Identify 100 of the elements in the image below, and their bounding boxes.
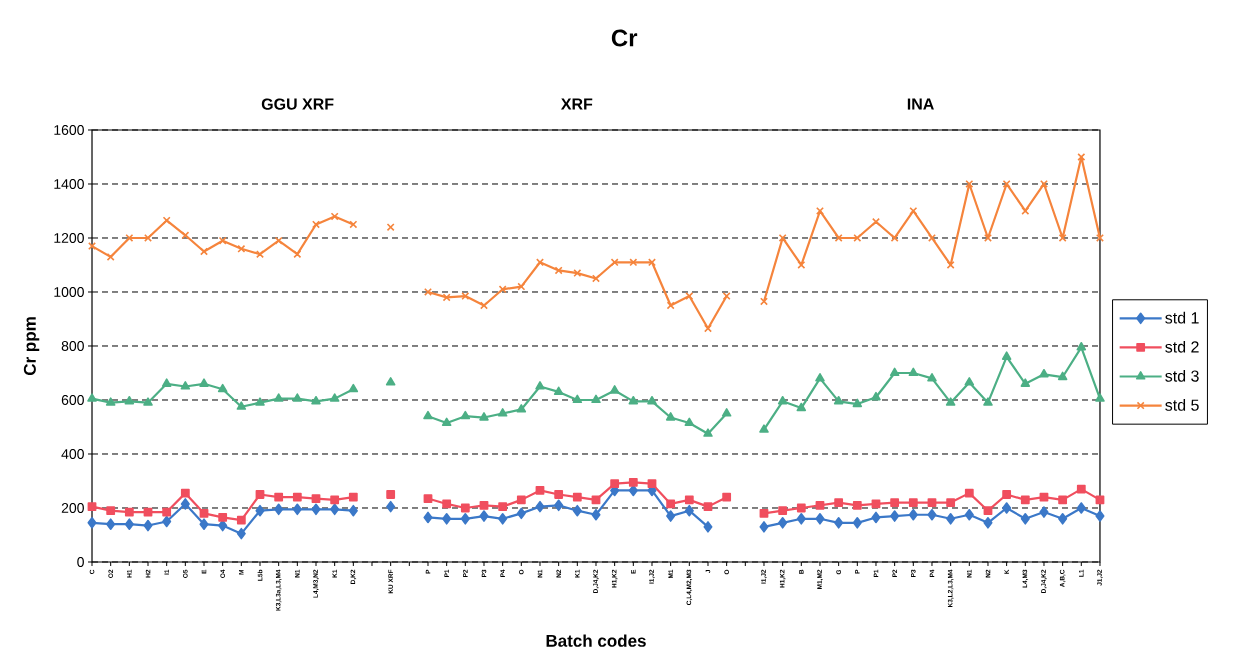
point (199, 518, 209, 530)
point (628, 395, 639, 405)
legend-label: std 3 (1165, 369, 1199, 382)
point (311, 503, 321, 516)
point (721, 408, 732, 417)
y-tick-label: 1000 (54, 287, 84, 297)
point (1076, 341, 1087, 351)
point (908, 367, 919, 377)
point (423, 410, 433, 420)
chart-title: Cr (611, 29, 638, 47)
point (498, 285, 507, 294)
point (348, 492, 358, 502)
point (348, 383, 359, 393)
point (703, 502, 713, 512)
point (591, 495, 601, 505)
point (1057, 371, 1068, 381)
point (927, 234, 936, 242)
point (535, 500, 545, 513)
point (777, 395, 788, 405)
point (517, 282, 526, 291)
text: GGU XRF (261, 98, 334, 110)
point (424, 288, 432, 296)
point (759, 424, 769, 433)
point (890, 510, 900, 522)
point (498, 512, 508, 525)
point (889, 367, 900, 377)
point (479, 500, 489, 510)
point (274, 492, 284, 502)
point (833, 395, 844, 405)
point (908, 498, 918, 507)
point (162, 507, 172, 517)
point (385, 377, 396, 386)
point (1039, 492, 1049, 502)
point (162, 216, 171, 225)
point (423, 511, 433, 524)
point (684, 495, 694, 505)
point (442, 499, 452, 509)
point (983, 506, 993, 516)
y-tick-label: 400 (61, 449, 84, 459)
point (255, 504, 265, 517)
point (1001, 351, 1012, 360)
point (255, 397, 265, 406)
point (871, 391, 881, 401)
point (479, 412, 489, 421)
point (516, 495, 526, 505)
point (610, 479, 620, 489)
point (311, 395, 321, 405)
point (572, 394, 583, 404)
point (871, 511, 881, 524)
point (853, 234, 862, 242)
point (1002, 490, 1012, 499)
point (124, 395, 135, 405)
point (834, 517, 844, 529)
point (255, 490, 265, 499)
point (666, 510, 676, 522)
point (180, 381, 191, 390)
y-tick-label: 600 (61, 395, 84, 405)
point (665, 412, 676, 421)
point (498, 502, 508, 512)
point (460, 410, 471, 420)
point (1020, 495, 1030, 505)
point (778, 234, 787, 242)
y-tick-label: 0 (77, 557, 84, 567)
point (684, 417, 695, 427)
point (199, 378, 209, 387)
point (88, 242, 96, 251)
point (329, 393, 340, 402)
point (1039, 368, 1049, 378)
point (760, 297, 768, 306)
point (722, 492, 732, 502)
point (1020, 512, 1030, 525)
point (442, 512, 452, 525)
legend-label: std 5 (1165, 399, 1199, 411)
point (273, 393, 284, 402)
y-tick-label: 1400 (54, 179, 84, 189)
point (964, 508, 974, 521)
text: INA (907, 98, 934, 110)
point (87, 502, 97, 512)
point (292, 393, 303, 402)
point (703, 521, 713, 533)
point (983, 234, 992, 242)
point (124, 507, 134, 517)
point (106, 518, 116, 530)
point (703, 428, 713, 437)
x-axis-title: Batch codes (546, 634, 646, 647)
point (890, 498, 900, 507)
point (946, 512, 956, 525)
point (1095, 234, 1104, 242)
point (890, 234, 899, 242)
point (815, 500, 825, 510)
point (759, 521, 769, 533)
point (87, 393, 97, 402)
point (348, 504, 358, 517)
point (386, 490, 396, 499)
point (144, 234, 152, 242)
point (1002, 502, 1012, 514)
point (610, 258, 619, 267)
point (143, 519, 153, 532)
point (125, 234, 134, 242)
point (516, 404, 527, 413)
